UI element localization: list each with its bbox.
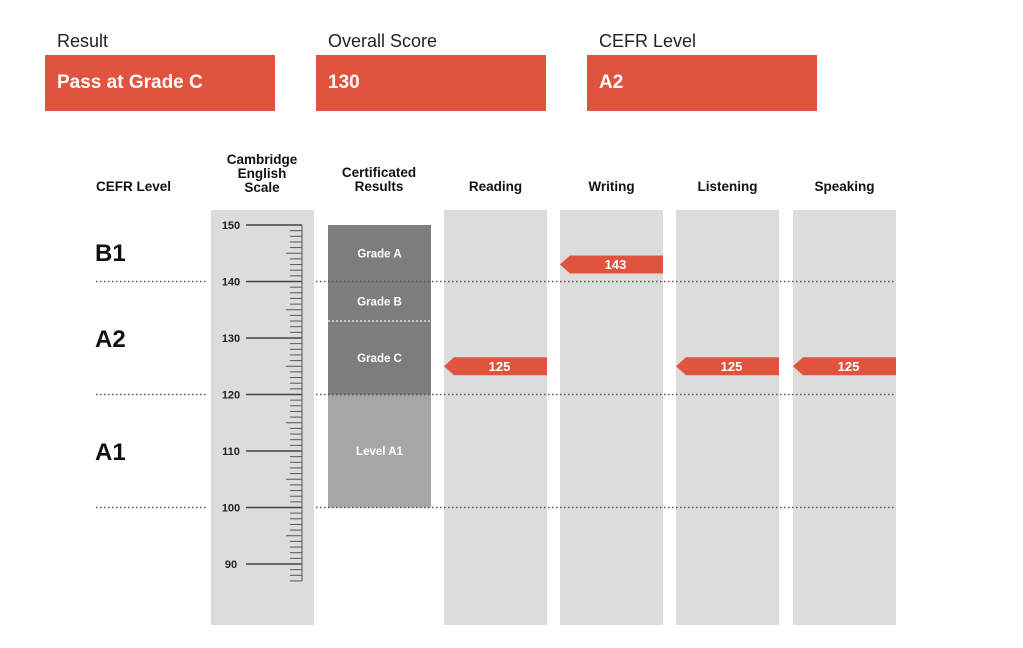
skill-column-writing <box>560 210 663 625</box>
score-marker-reading <box>444 357 547 376</box>
scale-tick-label: 100 <box>222 503 240 515</box>
cefr-level-label: CEFR Level <box>599 31 697 51</box>
header-certificated-results: Certificated <box>342 165 416 180</box>
skill-column-speaking <box>793 210 896 625</box>
scale-tick-label: 130 <box>222 333 240 345</box>
grade-band-label: Grade A <box>357 248 401 260</box>
overall-score-value-box: 130 <box>316 55 546 111</box>
grade-band <box>328 321 431 395</box>
grade-band <box>328 281 431 322</box>
score-marker-listening <box>676 357 779 376</box>
result-value-box: Pass at Grade C <box>45 55 275 111</box>
score-marker-label: 125 <box>489 359 511 374</box>
scale-tick-label: 120 <box>222 390 240 402</box>
header-skill-reading: Reading <box>469 179 522 194</box>
skill-column-reading <box>444 210 547 625</box>
header-skill-speaking: Speaking <box>814 179 874 194</box>
score-marker-writing <box>560 255 663 274</box>
score-marker-speaking <box>793 357 896 376</box>
grade-band <box>328 394 431 508</box>
grade-band <box>328 225 431 282</box>
result-label: Result <box>57 31 109 51</box>
scale-tick-label: 150 <box>222 220 240 232</box>
scale-tick-label: 140 <box>222 277 240 289</box>
score-marker-label: 143 <box>605 257 627 272</box>
header-cambridge-scale: English <box>238 166 287 181</box>
grade-band-label: Grade C <box>357 353 402 365</box>
scale-tick-label: 110 <box>222 446 240 458</box>
cefr-level-a1: A1 <box>95 439 126 466</box>
header-skill-listening: Listening <box>698 179 758 194</box>
skill-column-listening <box>676 210 779 625</box>
header-cambridge-scale: Cambridge <box>227 152 298 167</box>
cefr-level-a2: A2 <box>95 326 126 353</box>
header-certificated-results: Results <box>355 179 404 194</box>
grade-band-label: Grade B <box>357 296 402 308</box>
cefr-level-value-box: A2 <box>587 55 817 111</box>
header-cefr-level: CEFR Level <box>96 179 171 194</box>
header-skill-writing: Writing <box>588 179 634 194</box>
scale-tick-label: 90 <box>225 559 237 571</box>
grade-band-label: Level A1 <box>356 446 403 458</box>
cefr-level-b1: B1 <box>95 240 126 267</box>
score-marker-label: 125 <box>838 359 860 374</box>
overall-score-label: Overall Score <box>328 31 438 51</box>
header-cambridge-scale: Scale <box>244 180 280 195</box>
score-marker-label: 125 <box>721 359 743 374</box>
